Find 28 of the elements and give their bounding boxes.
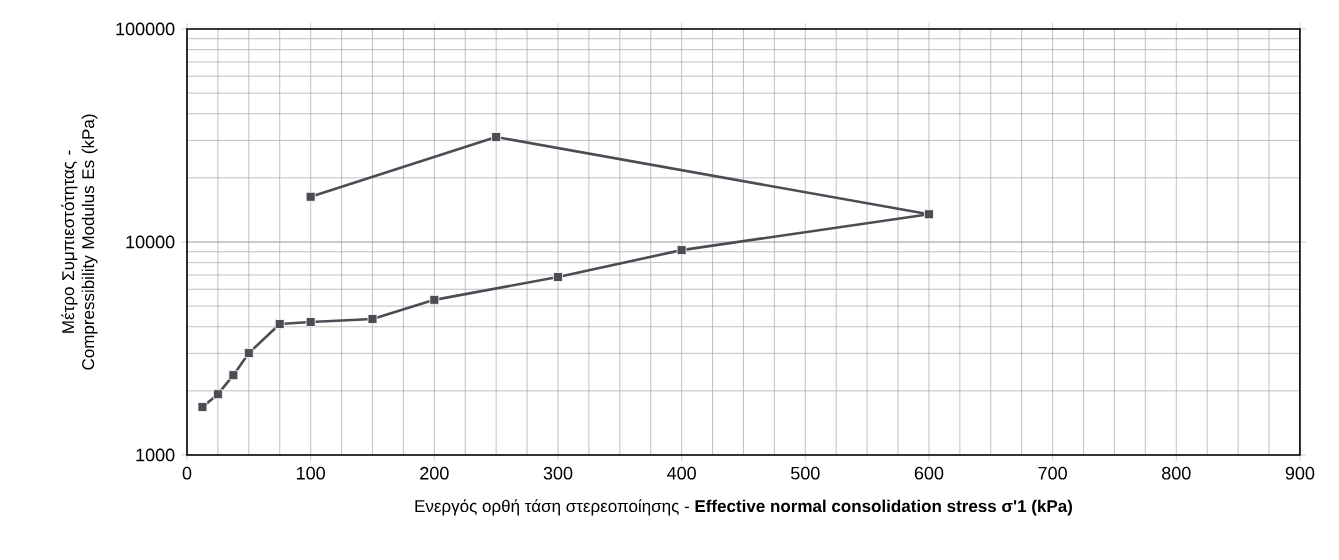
point	[274, 319, 285, 329]
point	[367, 314, 378, 324]
x-axis-title: Ενεργός ορθή τάση στερεοποίησης - Effective normal consolidation stress σ'1 (kPa)	[415, 499, 1072, 516]
x-tick-label: 700	[1038, 466, 1067, 480]
x-tick-label: 100	[297, 466, 325, 480]
x-tick-label: 600	[914, 466, 944, 480]
y-axis-title: Μέτρο Συμπιεστότητας - Compressibility Modulus Es (kPa)	[61, 114, 98, 370]
y-tick-label: 100000	[116, 22, 175, 36]
y-tick-label: 10000	[126, 235, 175, 249]
point	[676, 245, 687, 256]
point	[553, 272, 563, 282]
x-tick-label: 500	[791, 466, 820, 480]
point	[228, 370, 239, 381]
point	[197, 402, 208, 412]
point	[213, 389, 223, 400]
x-tick-label: 800	[1162, 466, 1191, 480]
x-tick-label: 900	[1285, 466, 1315, 480]
point	[243, 348, 254, 358]
x-tick-label: 400	[667, 466, 696, 480]
point	[491, 132, 502, 142]
point	[429, 294, 440, 305]
x-tick-label: 300	[543, 466, 573, 480]
x-tick-label: 200	[420, 466, 449, 480]
x-tick-label: 0	[182, 466, 192, 480]
y-tick-label: 1000	[136, 448, 175, 462]
point	[305, 191, 316, 202]
point	[924, 209, 934, 220]
point	[305, 317, 316, 327]
